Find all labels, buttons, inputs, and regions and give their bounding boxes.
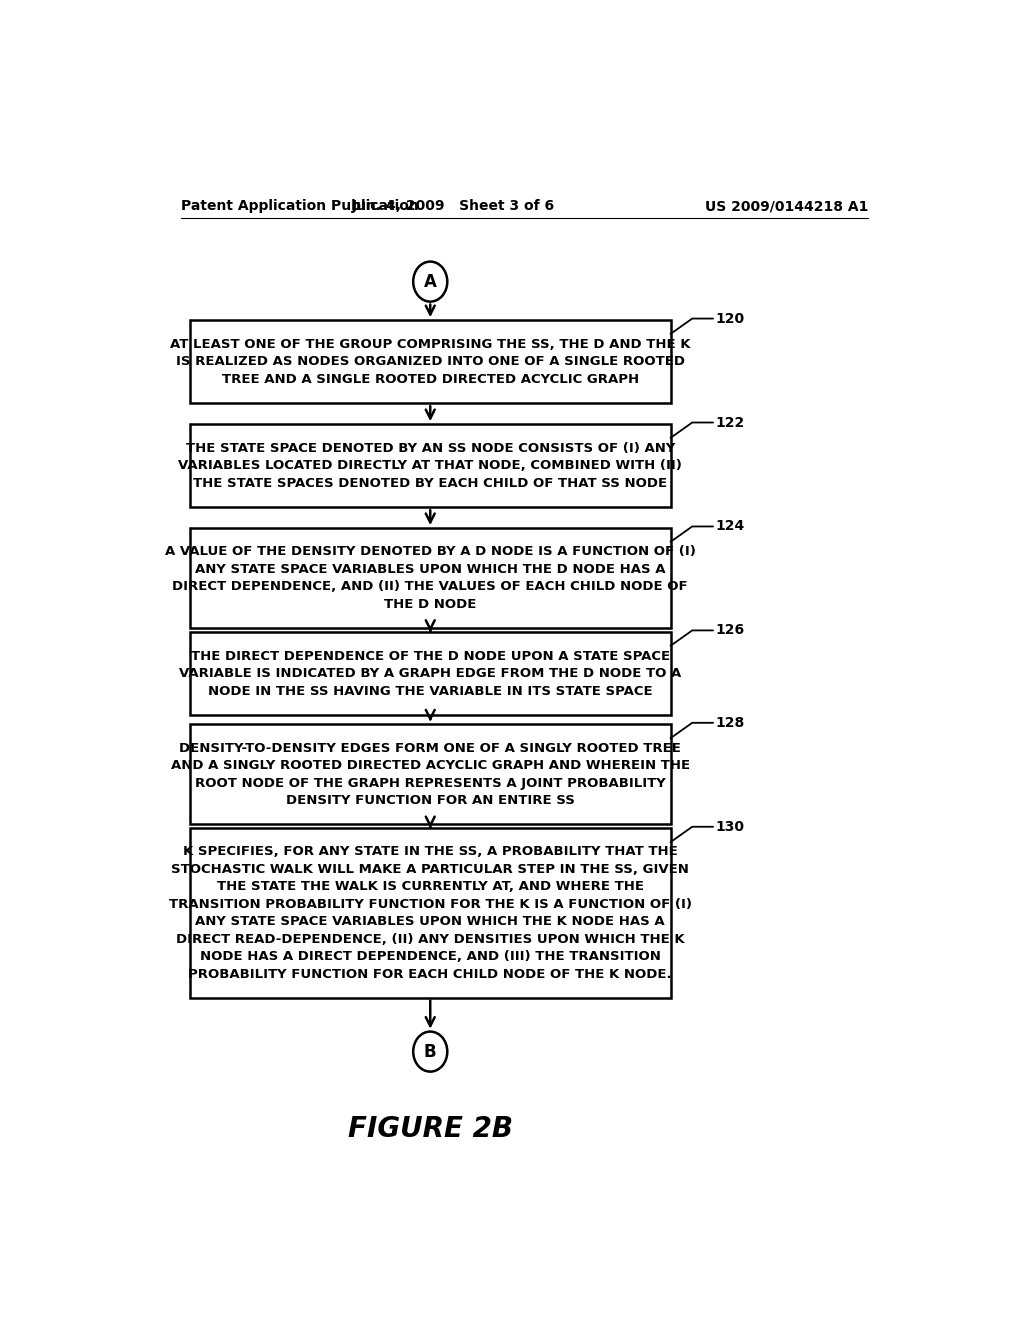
Text: 126: 126 xyxy=(716,623,744,638)
Text: THE STATE SPACE DENOTED BY AN SS NODE CONSISTS OF (I) ANY
VARIABLES LOCATED DIRE: THE STATE SPACE DENOTED BY AN SS NODE CO… xyxy=(178,442,682,490)
Text: US 2009/0144218 A1: US 2009/0144218 A1 xyxy=(705,199,868,213)
Text: Patent Application Publication: Patent Application Publication xyxy=(180,199,419,213)
Bar xyxy=(190,829,671,998)
Text: THE DIRECT DEPENDENCE OF THE D NODE UPON A STATE SPACE
VARIABLE IS INDICATED BY : THE DIRECT DEPENDENCE OF THE D NODE UPON… xyxy=(179,649,681,697)
Text: 124: 124 xyxy=(716,520,744,533)
Text: 128: 128 xyxy=(716,715,744,730)
Bar xyxy=(190,632,671,715)
Text: A: A xyxy=(424,273,436,290)
Text: Jun. 4, 2009   Sheet 3 of 6: Jun. 4, 2009 Sheet 3 of 6 xyxy=(352,199,555,213)
Text: 130: 130 xyxy=(716,820,744,834)
Text: 120: 120 xyxy=(716,312,744,326)
Text: FIGURE 2B: FIGURE 2B xyxy=(348,1114,513,1143)
Text: B: B xyxy=(424,1043,436,1060)
Bar xyxy=(190,528,671,628)
Text: AT LEAST ONE OF THE GROUP COMPRISING THE SS, THE D AND THE K
IS REALIZED AS NODE: AT LEAST ONE OF THE GROUP COMPRISING THE… xyxy=(170,338,690,385)
Text: K SPECIFIES, FOR ANY STATE IN THE SS, A PROBABILITY THAT THE
STOCHASTIC WALK WIL: K SPECIFIES, FOR ANY STATE IN THE SS, A … xyxy=(169,845,692,981)
Bar xyxy=(190,321,671,404)
Text: DENSITY-TO-DENSITY EDGES FORM ONE OF A SINGLY ROOTED TREE
AND A SINGLY ROOTED DI: DENSITY-TO-DENSITY EDGES FORM ONE OF A S… xyxy=(171,742,690,807)
Bar xyxy=(190,424,671,507)
Text: A VALUE OF THE DENSITY DENOTED BY A D NODE IS A FUNCTION OF (I)
ANY STATE SPACE : A VALUE OF THE DENSITY DENOTED BY A D NO… xyxy=(165,545,695,611)
Bar xyxy=(190,725,671,825)
Text: 122: 122 xyxy=(716,416,744,429)
